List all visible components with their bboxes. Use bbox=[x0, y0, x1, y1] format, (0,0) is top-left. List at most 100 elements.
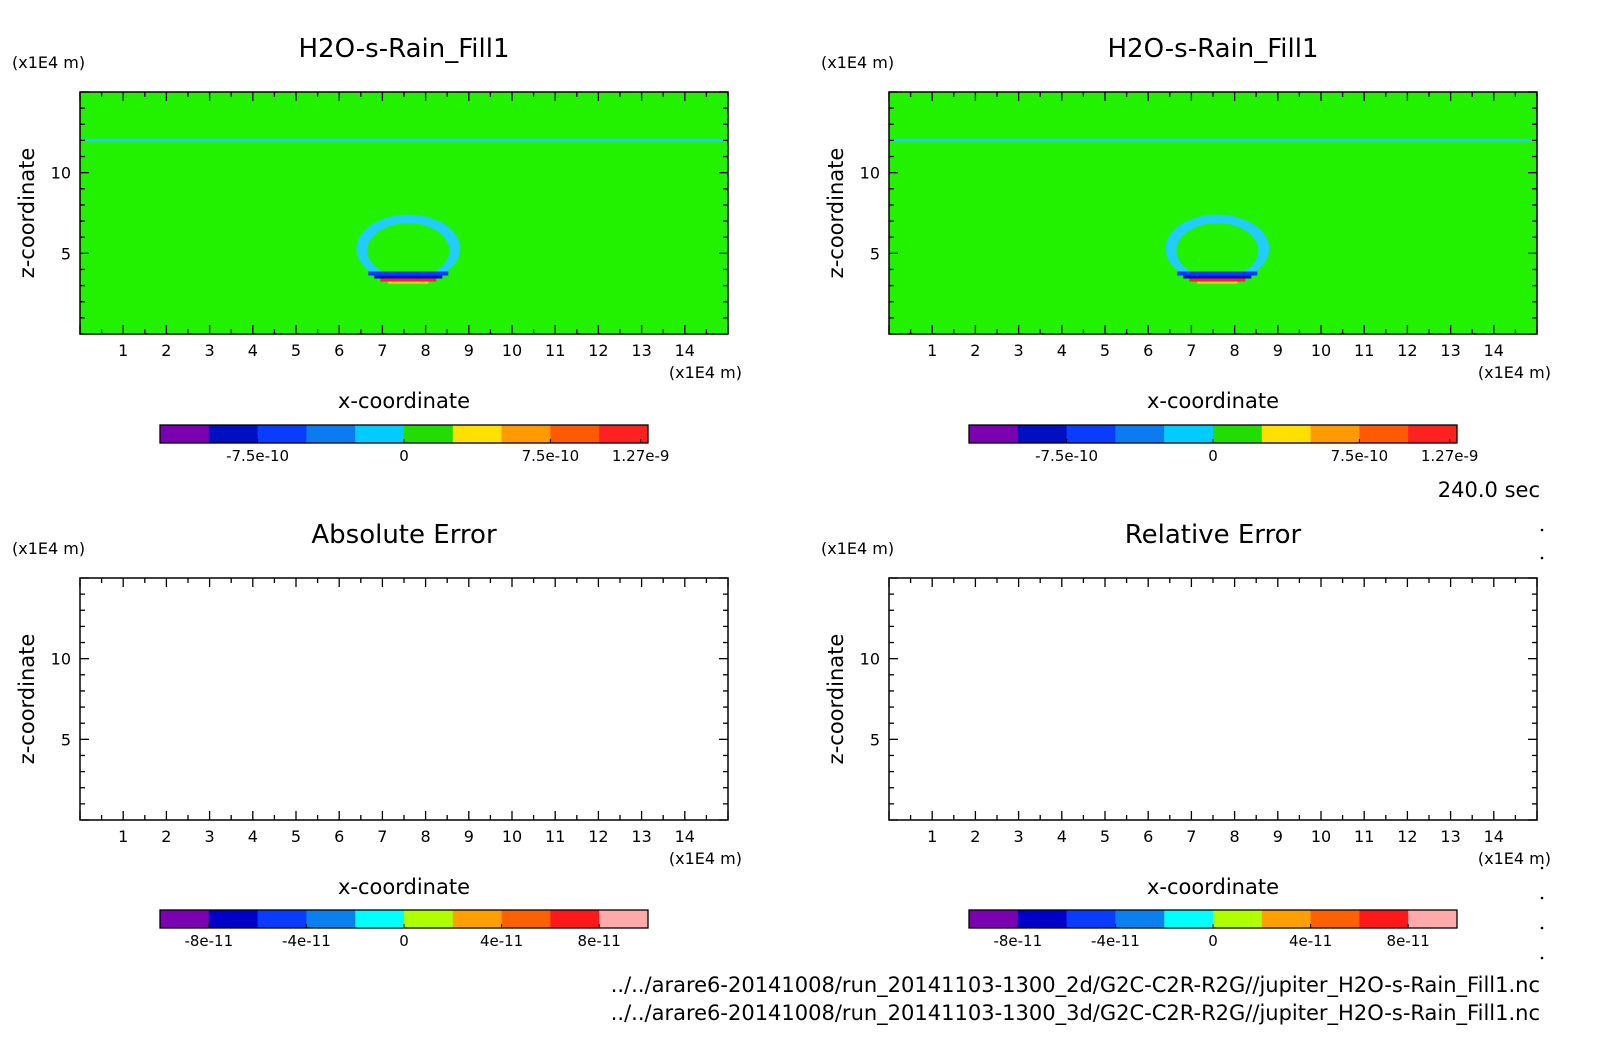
x-tick-label: 9 bbox=[1273, 341, 1283, 360]
x-unit-label: (x1E4 m) bbox=[1478, 849, 1551, 868]
colorbar-tick-label: 1.27e-9 bbox=[1421, 447, 1479, 465]
file-path-3d: ../../arare6-20141008/run_20141103-1300_… bbox=[611, 1001, 1540, 1026]
panel-2: H2O-s-Rain_Fill1(x1E4 m)1 2 3 4 5 6 7 8 9 10 11 12 1… bbox=[821, 34, 1551, 465]
colorbar-swatch bbox=[599, 425, 649, 443]
x-tick-label: 5 bbox=[1100, 341, 1110, 360]
x-axis-label: x-coordinate bbox=[1147, 389, 1279, 413]
y-unit-label: (x1E4 m) bbox=[821, 53, 894, 72]
y-tick-label: 10 bbox=[860, 650, 880, 669]
x-tick-label: 7 bbox=[377, 341, 387, 360]
x-tick-label: 5 bbox=[291, 341, 301, 360]
colorbar-tick-label: -4e-11 bbox=[1091, 932, 1140, 950]
colorbar-swatch bbox=[1310, 910, 1360, 928]
colorbar-swatch bbox=[1066, 910, 1116, 928]
colorbar-swatch bbox=[1408, 425, 1458, 443]
x-tick-label: 3 bbox=[1014, 827, 1024, 846]
dipole-positive bbox=[1189, 278, 1246, 282]
colorbar-swatch bbox=[452, 910, 503, 928]
colorbar-tick-label: -4e-11 bbox=[282, 932, 331, 950]
colorbar-swatch bbox=[969, 425, 1019, 443]
colorbar-swatch bbox=[257, 425, 307, 443]
x-tick-label: 13 bbox=[631, 341, 651, 360]
x-tick-label: 6 bbox=[1143, 341, 1153, 360]
x-tick-label: 8 bbox=[421, 827, 431, 846]
y-unit-label: (x1E4 m) bbox=[12, 539, 85, 558]
plot-area bbox=[889, 578, 1537, 820]
x-tick-label: 13 bbox=[1440, 827, 1460, 846]
x-tick-label: 14 bbox=[1484, 827, 1504, 846]
x-tick-label: 2 bbox=[161, 827, 171, 846]
x-tick-label: 14 bbox=[675, 827, 695, 846]
colorbar-swatch bbox=[501, 425, 551, 443]
colorbar-swatch bbox=[404, 425, 454, 443]
dipole-tail bbox=[1197, 281, 1238, 284]
x-tick-label: 7 bbox=[1186, 341, 1196, 360]
colorbar: -7.5e-10 0 7.5e-10 1.27e-9 bbox=[159, 424, 669, 465]
y-tick-label: 5 bbox=[61, 244, 71, 263]
colorbar-swatch bbox=[306, 910, 356, 928]
x-tick-label: 12 bbox=[588, 341, 608, 360]
colorbar-tick-label: 0 bbox=[399, 932, 409, 950]
colorbar-tick-label: 4e-11 bbox=[480, 932, 523, 950]
colorbar-swatch bbox=[1017, 425, 1068, 443]
colorbar-swatch bbox=[1310, 425, 1360, 443]
x-tick-label: 11 bbox=[545, 827, 565, 846]
dipole-core bbox=[374, 275, 443, 279]
colorbar-swatch bbox=[452, 425, 503, 443]
y-tick-label: 5 bbox=[870, 730, 880, 749]
x-tick-label: 4 bbox=[1057, 341, 1067, 360]
x-tick-label: 6 bbox=[334, 341, 344, 360]
colorbar-tick-label: 0 bbox=[1208, 932, 1218, 950]
x-tick-label: 5 bbox=[1100, 827, 1110, 846]
x-tick-label: 9 bbox=[1273, 827, 1283, 846]
x-tick-label: 4 bbox=[1057, 827, 1067, 846]
panel-3: Absolute Error(x1E4 m)1 2 3 4 5 6 7 8 9 10 11 12 13 1… bbox=[12, 520, 742, 950]
colorbar-tick-label: 8e-11 bbox=[1387, 932, 1430, 950]
cloud-layer-band bbox=[80, 138, 728, 143]
x-tick-label: 11 bbox=[545, 341, 565, 360]
colorbar: -8e-11 -4e-11 0 4e-11 8e-11 bbox=[159, 909, 649, 950]
x-tick-label: 10 bbox=[502, 827, 522, 846]
colorbar-swatch bbox=[355, 425, 405, 443]
margin-dot bbox=[1540, 528, 1544, 532]
y-tick-label: 10 bbox=[51, 164, 71, 183]
colorbar-swatch bbox=[257, 910, 307, 928]
colorbar-tick-label: 0 bbox=[1208, 447, 1218, 465]
plot-area bbox=[80, 578, 728, 820]
colorbar-swatch bbox=[969, 910, 1019, 928]
panel-4: Relative Error(x1E4 m)1 2 3 4 5 6 7 8 9 10 11 12 13 1… bbox=[821, 520, 1551, 950]
dipole-negative bbox=[368, 271, 449, 276]
colorbar-swatch bbox=[550, 910, 600, 928]
colorbar-tick-label: -7.5e-10 bbox=[1035, 447, 1098, 465]
colorbar-swatch bbox=[306, 425, 356, 443]
colorbar-tick-label: -8e-11 bbox=[184, 932, 233, 950]
colorbar-swatch bbox=[404, 910, 454, 928]
x-tick-label: 8 bbox=[1230, 341, 1240, 360]
x-tick-label: 8 bbox=[421, 341, 431, 360]
colorbar-swatch bbox=[550, 425, 600, 443]
colorbar-swatch bbox=[1164, 910, 1214, 928]
x-tick-label: 12 bbox=[588, 827, 608, 846]
x-tick-label: 11 bbox=[1354, 827, 1374, 846]
colorbar: -8e-11 -4e-11 0 4e-11 8e-11 bbox=[968, 909, 1458, 950]
panel-title: H2O-s-Rain_Fill1 bbox=[299, 34, 510, 64]
colorbar-swatch bbox=[208, 910, 259, 928]
y-axis-label: z-coordinate bbox=[824, 634, 848, 765]
margin-dot bbox=[1540, 866, 1544, 870]
x-unit-label: (x1E4 m) bbox=[669, 849, 742, 868]
y-axis-label: z-coordinate bbox=[824, 148, 848, 279]
x-tick-label: 6 bbox=[334, 827, 344, 846]
colorbar-swatch bbox=[1213, 910, 1263, 928]
x-tick-label: 1 bbox=[927, 341, 937, 360]
colorbar-tick-label: 4e-11 bbox=[1289, 932, 1332, 950]
plot-area bbox=[80, 92, 728, 334]
x-tick-label: 4 bbox=[248, 341, 258, 360]
colorbar-swatch bbox=[1164, 425, 1214, 443]
x-tick-label: 3 bbox=[205, 827, 215, 846]
panel-title: Absolute Error bbox=[311, 520, 497, 550]
x-tick-label: 14 bbox=[1484, 341, 1504, 360]
x-tick-label: 10 bbox=[1311, 827, 1331, 846]
x-tick-label: 6 bbox=[1143, 827, 1153, 846]
panel-1: H2O-s-Rain_Fill1(x1E4 m)1 2 3 4 5 6 7 8 9 10 11 12 1… bbox=[12, 34, 742, 465]
